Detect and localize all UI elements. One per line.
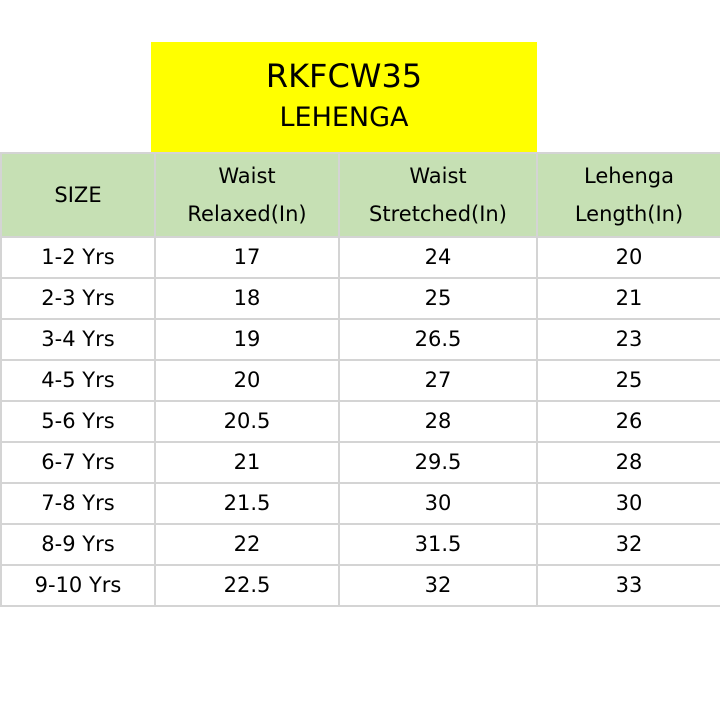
cell-size: 8-9 Yrs bbox=[0, 523, 156, 566]
cell-size: 4-5 Yrs bbox=[0, 359, 156, 402]
cell-size: 7-8 Yrs bbox=[0, 482, 156, 525]
header-waist-relaxed-line2: Relaxed(In) bbox=[187, 202, 307, 226]
header-waist-stretched: Waist Stretched(In) bbox=[338, 152, 538, 238]
title-banner: RKFCW35 LEHENGA bbox=[151, 42, 537, 152]
cell-waist-stretched: 26.5 bbox=[338, 318, 538, 361]
cell-lehenga-length: 28 bbox=[536, 441, 720, 484]
cell-lehenga-length: 20 bbox=[536, 236, 720, 279]
table-row: 5-6 Yrs 20.5 28 26 bbox=[0, 400, 720, 443]
header-waist-relaxed-line1: Waist bbox=[218, 164, 276, 188]
cell-waist-relaxed: 20.5 bbox=[154, 400, 340, 443]
table-row: 3-4 Yrs 19 26.5 23 bbox=[0, 318, 720, 361]
cell-waist-stretched: 28 bbox=[338, 400, 538, 443]
header-size: SIZE bbox=[0, 152, 156, 238]
cell-waist-relaxed: 20 bbox=[154, 359, 340, 402]
cell-waist-relaxed: 22 bbox=[154, 523, 340, 566]
cell-waist-stretched: 31.5 bbox=[338, 523, 538, 566]
cell-waist-relaxed: 22.5 bbox=[154, 564, 340, 607]
cell-lehenga-length: 25 bbox=[536, 359, 720, 402]
cell-lehenga-length: 32 bbox=[536, 523, 720, 566]
cell-size: 1-2 Yrs bbox=[0, 236, 156, 279]
header-size-label: SIZE bbox=[54, 183, 102, 207]
cell-lehenga-length: 26 bbox=[536, 400, 720, 443]
cell-size: 9-10 Yrs bbox=[0, 564, 156, 607]
cell-size: 5-6 Yrs bbox=[0, 400, 156, 443]
cell-waist-stretched: 25 bbox=[338, 277, 538, 320]
header-row: SIZE Waist Relaxed(In) Waist Stretched(I… bbox=[0, 152, 720, 238]
cell-waist-relaxed: 18 bbox=[154, 277, 340, 320]
cell-waist-stretched: 32 bbox=[338, 564, 538, 607]
header-waist-relaxed: Waist Relaxed(In) bbox=[154, 152, 340, 238]
cell-lehenga-length: 23 bbox=[536, 318, 720, 361]
product-code-title: RKFCW35 bbox=[265, 57, 423, 95]
table-row: 9-10 Yrs 22.5 32 33 bbox=[0, 564, 720, 607]
header-lehenga-length-line2: Length(In) bbox=[574, 202, 684, 226]
cell-waist-stretched: 30 bbox=[338, 482, 538, 525]
size-chart-table: SIZE Waist Relaxed(In) Waist Stretched(I… bbox=[0, 152, 720, 607]
cell-lehenga-length: 21 bbox=[536, 277, 720, 320]
header-waist-stretched-line2: Stretched(In) bbox=[369, 202, 507, 226]
table-row: 2-3 Yrs 18 25 21 bbox=[0, 277, 720, 320]
table-row: 4-5 Yrs 20 27 25 bbox=[0, 359, 720, 402]
table-row: 6-7 Yrs 21 29.5 28 bbox=[0, 441, 720, 484]
product-name-title: LEHENGA bbox=[279, 102, 409, 133]
cell-size: 6-7 Yrs bbox=[0, 441, 156, 484]
cell-waist-relaxed: 17 bbox=[154, 236, 340, 279]
cell-waist-stretched: 24 bbox=[338, 236, 538, 279]
table-row: 1-2 Yrs 17 24 20 bbox=[0, 236, 720, 279]
header-lehenga-length: Lehenga Length(In) bbox=[536, 152, 720, 238]
cell-waist-stretched: 27 bbox=[338, 359, 538, 402]
cell-lehenga-length: 30 bbox=[536, 482, 720, 525]
table-row: 8-9 Yrs 22 31.5 32 bbox=[0, 523, 720, 566]
cell-lehenga-length: 33 bbox=[536, 564, 720, 607]
cell-size: 2-3 Yrs bbox=[0, 277, 156, 320]
cell-waist-stretched: 29.5 bbox=[338, 441, 538, 484]
header-waist-stretched-line1: Waist bbox=[409, 164, 467, 188]
cell-waist-relaxed: 19 bbox=[154, 318, 340, 361]
table-row: 7-8 Yrs 21.5 30 30 bbox=[0, 482, 720, 525]
cell-waist-relaxed: 21 bbox=[154, 441, 340, 484]
cell-waist-relaxed: 21.5 bbox=[154, 482, 340, 525]
header-lehenga-length-line1: Lehenga bbox=[584, 164, 674, 188]
cell-size: 3-4 Yrs bbox=[0, 318, 156, 361]
